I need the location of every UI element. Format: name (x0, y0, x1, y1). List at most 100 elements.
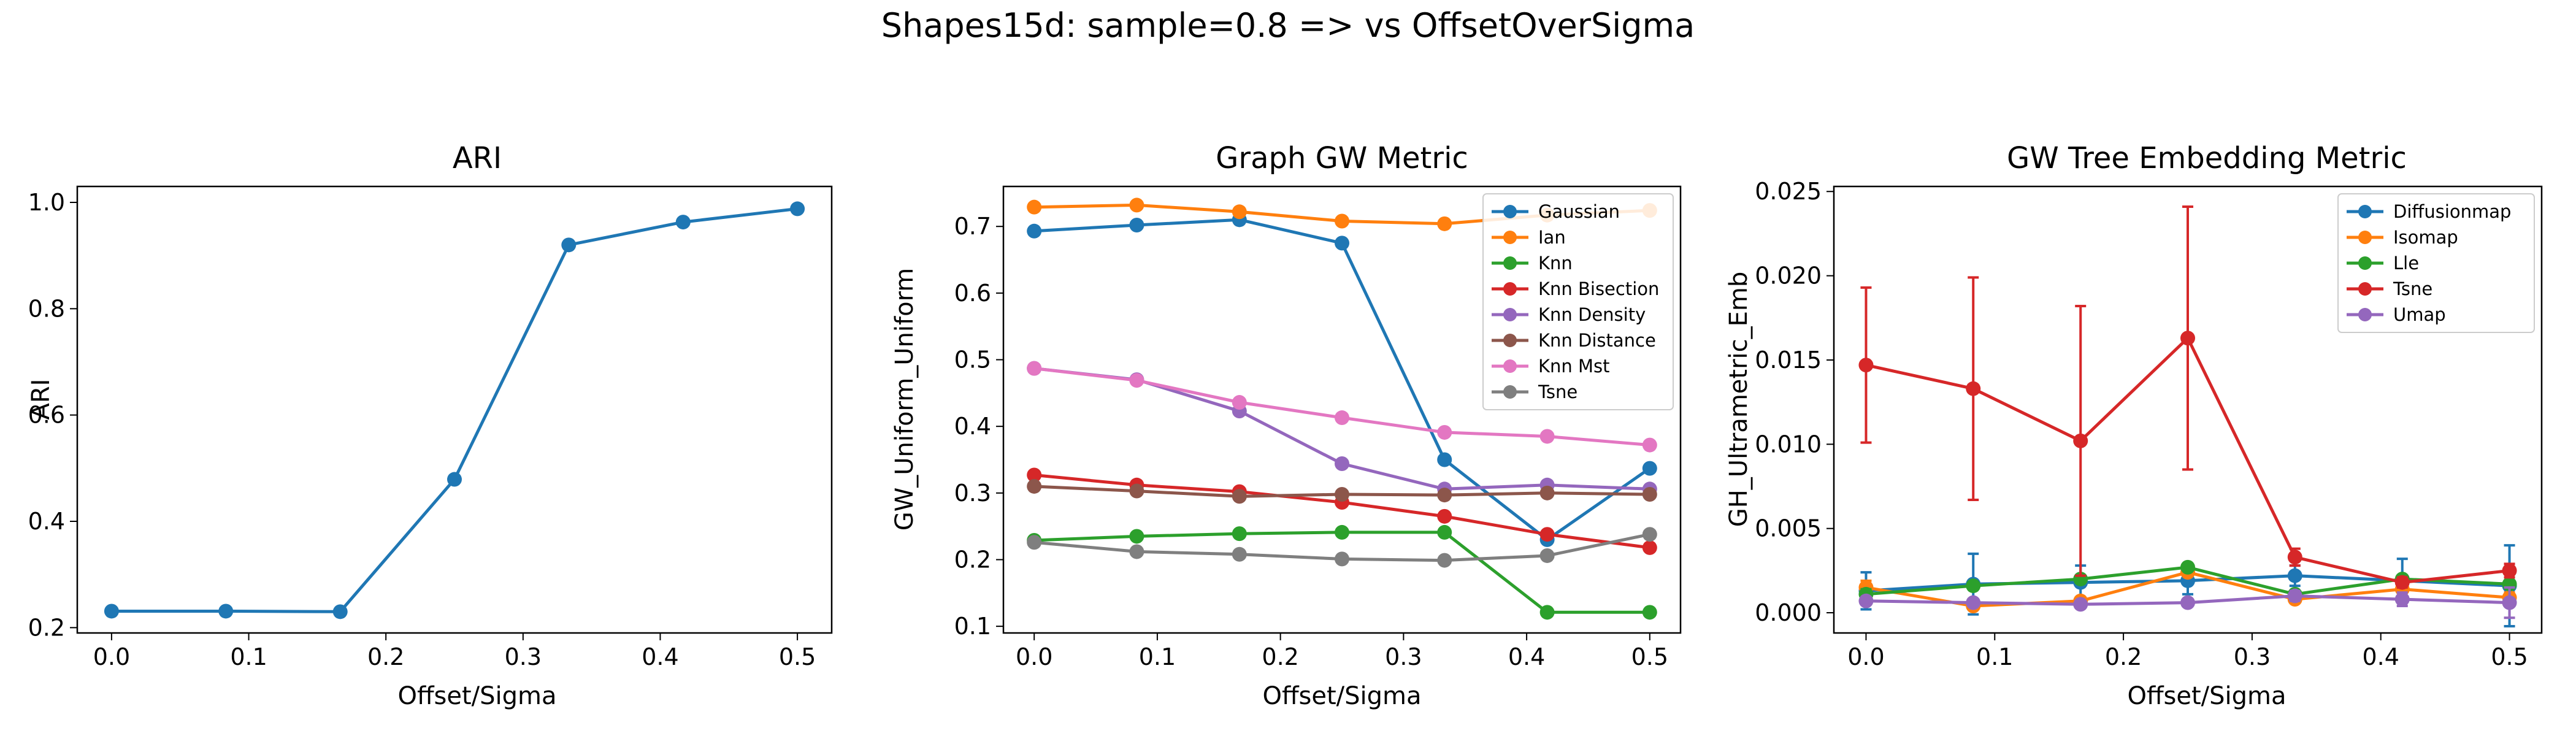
data-point (1129, 483, 1144, 499)
legend-label: Lle (2393, 253, 2419, 274)
data-point (1335, 410, 1349, 426)
legend-box (1482, 193, 1674, 410)
legend-entry-knn-mst: Knn Mst (1492, 356, 1610, 377)
data-point (2180, 331, 2195, 346)
data-point (1642, 605, 1657, 620)
legend-entry-knn-density: Knn Density (1492, 304, 1646, 325)
data-point (218, 604, 234, 619)
legend-gw-tree: Diffusionmap Isomap Lle Tsne Umap (2337, 193, 2535, 333)
legend-entry-isomap: Isomap (2347, 227, 2458, 248)
data-point (1335, 456, 1349, 472)
x-tick-label-gw-tree: 0.1 (1976, 643, 2013, 670)
series-knn-mst-graph-gw (1027, 361, 1657, 453)
x-tick-label-gw-tree: 0.2 (2105, 643, 2142, 670)
data-point (790, 201, 805, 217)
series-tsne-graph-gw (1027, 527, 1657, 568)
legend-entry-gaussian: Gaussian (1492, 201, 1620, 222)
legend-swatch-marker (2358, 282, 2372, 296)
data-point (1642, 486, 1657, 502)
panel-title-gw-tree: GW Tree Embedding Metric (2007, 141, 2407, 175)
legend-swatch-marker (1503, 231, 1517, 244)
data-point (2287, 588, 2302, 604)
x-tick-label-graph-gw: 0.2 (1262, 643, 1298, 670)
data-point (1858, 358, 1874, 373)
legend-swatch-marker (1503, 334, 1517, 347)
y-tick-label-graph-gw: 0.3 (954, 480, 991, 507)
data-point (447, 472, 462, 487)
data-point (1129, 544, 1144, 559)
y-tick-label-ari: 0.4 (28, 508, 65, 535)
y-axis-label-ari: ARI (27, 379, 55, 420)
x-tick-label-ari: 0.5 (779, 643, 816, 670)
series-umap-gw-tree (1858, 586, 2517, 619)
data-point (1335, 524, 1349, 540)
legend-label: Knn Distance (1538, 330, 1656, 351)
x-tick-label-gw-tree: 0.3 (2234, 643, 2271, 670)
y-axis-label-gw-tree: GH_Ultrametric_Emb (1725, 272, 1753, 527)
data-point (1642, 540, 1657, 555)
x-tick-label-ari: 0.1 (230, 643, 267, 670)
panel-ari: ARI Offset/Sigma ARI 0.0 0.1 0.2 0.3 0.4 0.5 0… (27, 141, 833, 710)
data-point (1027, 478, 1042, 494)
legend-swatch-marker (2358, 231, 2372, 244)
axes-frame-graph-gw (1002, 185, 1682, 634)
legend-label: Isomap (2393, 227, 2458, 248)
data-point (2073, 597, 2088, 612)
legend-entry-knn: Knn (1492, 253, 1573, 274)
data-point (561, 237, 577, 253)
data-point (1539, 485, 1555, 500)
data-point (2394, 592, 2410, 607)
data-point (1966, 381, 1981, 396)
panel-gw-tree-embedding: GW Tree Embedding Metric Offset/Sigma GH… (1725, 141, 2543, 710)
data-point (1027, 199, 1042, 215)
data-point (1335, 236, 1349, 251)
data-point (332, 604, 348, 619)
data-point (1539, 527, 1555, 542)
x-tick-label-gw-tree: 0.4 (2363, 643, 2399, 670)
y-tick-label-graph-gw: 0.6 (954, 280, 991, 307)
legend-label: Tsne (2393, 278, 2432, 299)
data-point (1232, 546, 1247, 562)
series-knn-bisection-graph-gw (1027, 467, 1657, 555)
axes-frame-gw-tree (1833, 185, 2543, 634)
y-tick-label-ari: 0.2 (28, 614, 65, 641)
data-point (1129, 218, 1144, 233)
x-tick-label-gw-tree: 0.5 (2491, 643, 2528, 670)
data-point (2073, 433, 2088, 448)
y-tick-label-gw-tree: 0.025 (1755, 178, 1822, 205)
data-point (1129, 529, 1144, 544)
legend-entry-lle: Lle (2347, 253, 2419, 274)
data-point (1437, 553, 1452, 568)
y-tick-label-graph-gw: 0.7 (954, 213, 991, 240)
legend-swatch-marker (2358, 308, 2372, 321)
y-tick-label-gw-tree: 0.005 (1755, 515, 1822, 542)
legend-entry-diffusionmap: Diffusionmap (2347, 201, 2511, 222)
legend-entry-ian: Ian (1492, 227, 1566, 248)
data-point (1129, 373, 1144, 388)
x-tick-label-ari: 0.2 (367, 643, 404, 670)
y-tick-label-graph-gw: 0.4 (954, 413, 991, 440)
legend-entry-tsne: Tsne (2347, 278, 2432, 299)
legend-label: Gaussian (1538, 201, 1620, 222)
y-tick-label-ari: 0.8 (28, 295, 65, 322)
legend-label: Knn Mst (1538, 356, 1610, 377)
legend-swatch-marker (2358, 256, 2372, 270)
legend-swatch-marker (1503, 385, 1517, 399)
x-tick-label-graph-gw: 0.4 (1508, 643, 1545, 670)
legend-label: Ian (1538, 227, 1566, 248)
x-tick-label-ari: 0.0 (93, 643, 130, 670)
y-tick-label-gw-tree: 0.010 (1755, 431, 1822, 458)
data-point (1027, 223, 1042, 239)
legend-label: Diffusionmap (2393, 201, 2511, 222)
x-axis-label-graph-gw: Offset/Sigma (1262, 682, 1421, 710)
data-point (1539, 548, 1555, 563)
legend-entry-tsne: Tsne (1492, 381, 1577, 402)
legend-swatch-marker (1503, 359, 1517, 373)
data-point (1642, 461, 1657, 476)
data-point (1642, 527, 1657, 542)
legend-swatch-marker (2358, 205, 2372, 218)
data-point (2180, 559, 2195, 575)
data-point (1027, 535, 1042, 550)
data-point (1437, 524, 1452, 540)
data-point (1335, 551, 1349, 567)
